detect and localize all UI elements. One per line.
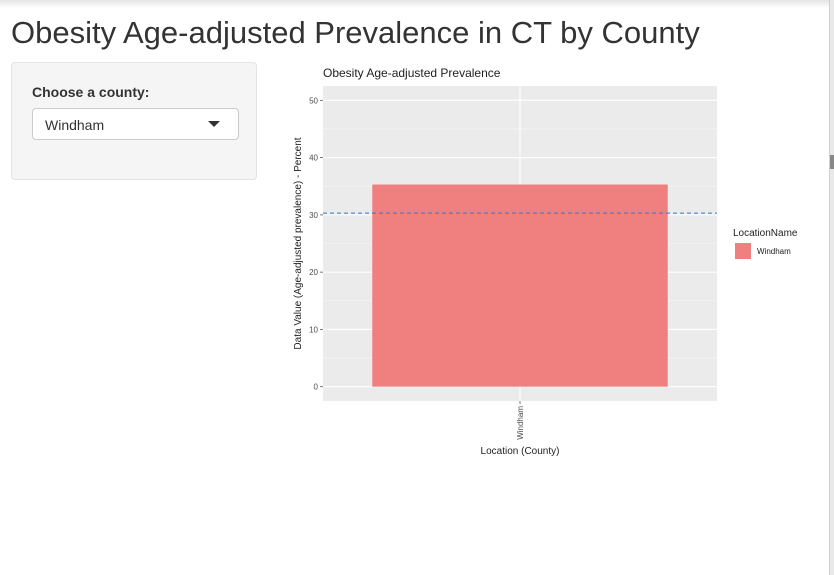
y-tick-label: 30 <box>309 211 318 220</box>
county-select-value: Windham <box>45 117 105 133</box>
y-tick-label: 50 <box>309 96 318 105</box>
y-tick-label: 0 <box>314 383 319 392</box>
x-axis-label: Location (County) <box>481 446 560 457</box>
county-select[interactable]: Windham <box>32 108 239 140</box>
sidebar-panel: Choose a county: Windham <box>11 62 257 180</box>
page-title: Obesity Age-adjusted Prevalence in CT by… <box>11 15 700 50</box>
chart-title: Obesity Age-adjusted Prevalence <box>323 66 501 80</box>
y-axis-label: Data Value (Age-adjusted prevalence) - P… <box>293 137 304 349</box>
legend: LocationName Windham <box>733 228 798 259</box>
top-shadow <box>0 0 834 8</box>
window-edge <box>829 0 834 575</box>
y-tick-label: 20 <box>309 268 318 277</box>
legend-title: LocationName <box>733 228 798 239</box>
x-axis-ticks: Windham <box>516 401 525 440</box>
y-tick-label: 10 <box>309 325 318 334</box>
legend-swatch <box>735 243 751 259</box>
legend-item-label: Windham <box>757 247 791 256</box>
x-tick-label: Windham <box>516 406 525 440</box>
county-select-label: Choose a county: <box>32 84 150 100</box>
y-tick-label: 40 <box>309 154 318 163</box>
y-axis-ticks: 0 10 20 30 40 50 <box>309 96 323 392</box>
scroll-marker <box>830 155 834 169</box>
bar <box>372 184 668 387</box>
chevron-down-icon <box>208 121 220 127</box>
bars <box>372 184 668 387</box>
